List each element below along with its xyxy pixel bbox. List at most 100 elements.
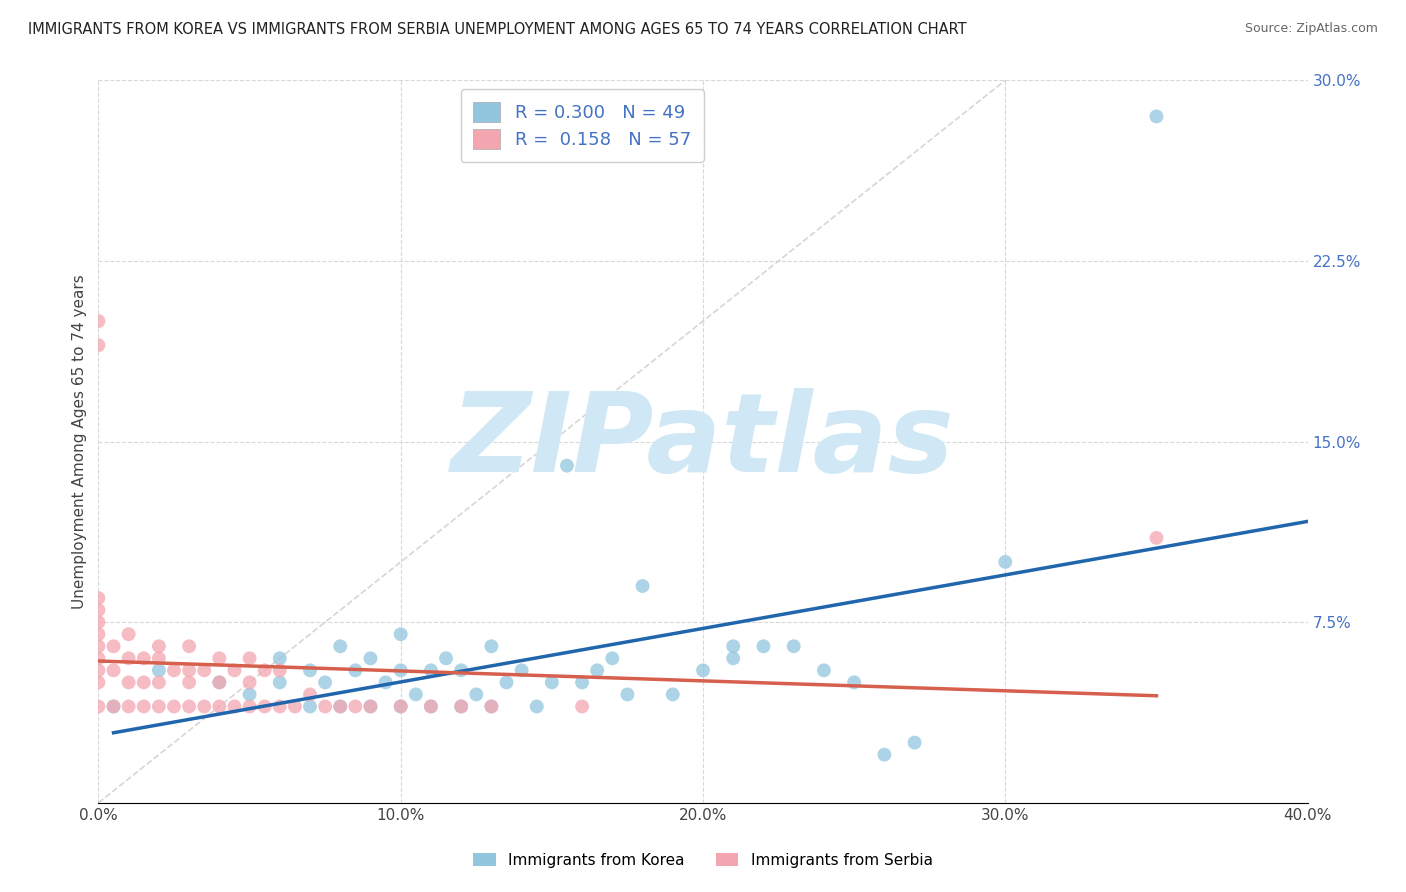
Point — [844, 675, 866, 690]
Point — [314, 675, 336, 690]
Point — [148, 639, 170, 653]
Point — [103, 699, 125, 714]
Point — [269, 675, 291, 690]
Point — [329, 639, 352, 653]
Point — [450, 664, 472, 678]
Point — [344, 664, 367, 678]
Point — [87, 591, 110, 605]
Point — [631, 579, 654, 593]
Point — [269, 664, 291, 678]
Point — [132, 699, 155, 714]
Y-axis label: Unemployment Among Ages 65 to 74 years: Unemployment Among Ages 65 to 74 years — [72, 274, 87, 609]
Point — [87, 699, 110, 714]
Point — [148, 651, 170, 665]
Point — [103, 699, 125, 714]
Point — [284, 699, 307, 714]
Point — [450, 699, 472, 714]
Point — [360, 699, 382, 714]
Point — [148, 675, 170, 690]
Point — [571, 675, 593, 690]
Legend: R = 0.300   N = 49, R =  0.158   N = 57: R = 0.300 N = 49, R = 0.158 N = 57 — [461, 89, 703, 161]
Point — [87, 338, 110, 352]
Point — [253, 664, 276, 678]
Point — [224, 664, 246, 678]
Point — [208, 699, 231, 714]
Point — [179, 639, 201, 653]
Point — [510, 664, 533, 678]
Point — [389, 664, 412, 678]
Point — [118, 627, 141, 641]
Point — [269, 651, 291, 665]
Point — [495, 675, 517, 690]
Point — [481, 639, 503, 653]
Point — [239, 651, 262, 665]
Point — [329, 699, 352, 714]
Point — [239, 699, 262, 714]
Point — [87, 639, 110, 653]
Point — [555, 458, 578, 473]
Point — [87, 615, 110, 630]
Point — [208, 675, 231, 690]
Point — [179, 675, 201, 690]
Point — [179, 664, 201, 678]
Point — [723, 651, 745, 665]
Point — [163, 699, 186, 714]
Point — [132, 651, 155, 665]
Point — [329, 699, 352, 714]
Point — [586, 664, 609, 678]
Point — [103, 639, 125, 653]
Point — [420, 699, 443, 714]
Point — [132, 675, 155, 690]
Point — [571, 699, 593, 714]
Point — [87, 675, 110, 690]
Point — [360, 651, 382, 665]
Point — [87, 314, 110, 328]
Point — [87, 664, 110, 678]
Point — [299, 664, 322, 678]
Point — [344, 699, 367, 714]
Point — [374, 675, 396, 690]
Point — [193, 664, 215, 678]
Point — [193, 699, 215, 714]
Point — [450, 699, 472, 714]
Point — [661, 687, 683, 701]
Point — [420, 664, 443, 678]
Point — [87, 603, 110, 617]
Point — [994, 555, 1017, 569]
Point — [692, 664, 714, 678]
Point — [813, 664, 835, 678]
Point — [269, 699, 291, 714]
Point — [208, 675, 231, 690]
Point — [224, 699, 246, 714]
Point — [253, 699, 276, 714]
Point — [118, 675, 141, 690]
Point — [118, 651, 141, 665]
Point — [208, 651, 231, 665]
Point — [616, 687, 638, 701]
Legend: Immigrants from Korea, Immigrants from Serbia: Immigrants from Korea, Immigrants from S… — [465, 845, 941, 875]
Point — [405, 687, 427, 701]
Point — [389, 627, 412, 641]
Point — [389, 699, 412, 714]
Point — [783, 639, 806, 653]
Point — [481, 699, 503, 714]
Point — [360, 699, 382, 714]
Point — [434, 651, 457, 665]
Text: IMMIGRANTS FROM KOREA VS IMMIGRANTS FROM SERBIA UNEMPLOYMENT AMONG AGES 65 TO 74: IMMIGRANTS FROM KOREA VS IMMIGRANTS FROM… — [28, 22, 967, 37]
Point — [752, 639, 775, 653]
Point — [904, 735, 927, 749]
Point — [87, 627, 110, 641]
Point — [389, 699, 412, 714]
Text: Source: ZipAtlas.com: Source: ZipAtlas.com — [1244, 22, 1378, 36]
Point — [602, 651, 624, 665]
Point — [239, 687, 262, 701]
Point — [465, 687, 488, 701]
Point — [148, 699, 170, 714]
Point — [873, 747, 896, 762]
Point — [526, 699, 548, 714]
Point — [314, 699, 336, 714]
Point — [299, 687, 322, 701]
Point — [540, 675, 562, 690]
Text: ZIPatlas: ZIPatlas — [451, 388, 955, 495]
Point — [118, 699, 141, 714]
